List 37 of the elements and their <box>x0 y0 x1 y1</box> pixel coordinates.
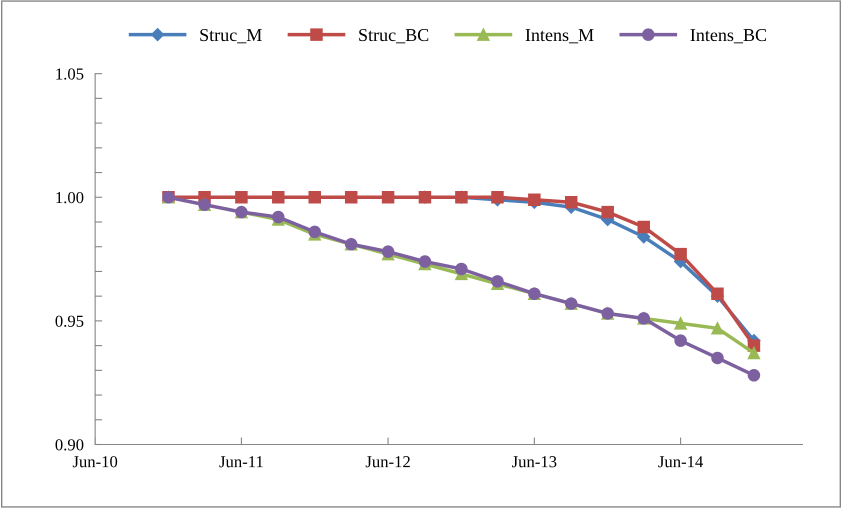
x-tick-label: Jun-13 <box>512 456 556 468</box>
point <box>272 210 285 224</box>
point <box>528 193 541 206</box>
legend-label: Intens_BC <box>690 29 766 44</box>
point <box>711 352 724 364</box>
point <box>674 248 687 260</box>
y-tick-label: 0.95 <box>56 316 84 327</box>
x-tick-label: Jun-12 <box>366 456 410 468</box>
point <box>674 334 687 347</box>
point <box>272 191 285 204</box>
x-tick-label: Jun-14 <box>658 456 704 468</box>
point <box>674 317 687 330</box>
y-tick-label: 0.90 <box>56 439 84 451</box>
point <box>418 255 432 268</box>
legend-label: Struc_BC <box>359 29 428 44</box>
point <box>308 226 321 238</box>
legend-label: Struc_M <box>200 29 262 44</box>
point <box>382 245 394 258</box>
point <box>748 346 760 360</box>
point <box>455 262 468 276</box>
point <box>308 191 321 204</box>
y-tick-label: 1.05 <box>56 68 84 80</box>
x-tick-label: Jun-10 <box>72 456 118 468</box>
legend-label: Intens_M <box>526 29 594 44</box>
point <box>344 191 358 204</box>
point <box>564 196 578 208</box>
point <box>711 322 724 335</box>
point <box>235 191 248 204</box>
y-tick-label: 1.00 <box>56 192 84 204</box>
point <box>711 287 724 300</box>
point <box>382 191 394 204</box>
point <box>748 369 760 382</box>
point <box>491 275 504 288</box>
point <box>601 206 614 218</box>
point <box>637 220 650 234</box>
point <box>491 191 504 204</box>
x-tick-label: Jun-11 <box>219 456 263 468</box>
